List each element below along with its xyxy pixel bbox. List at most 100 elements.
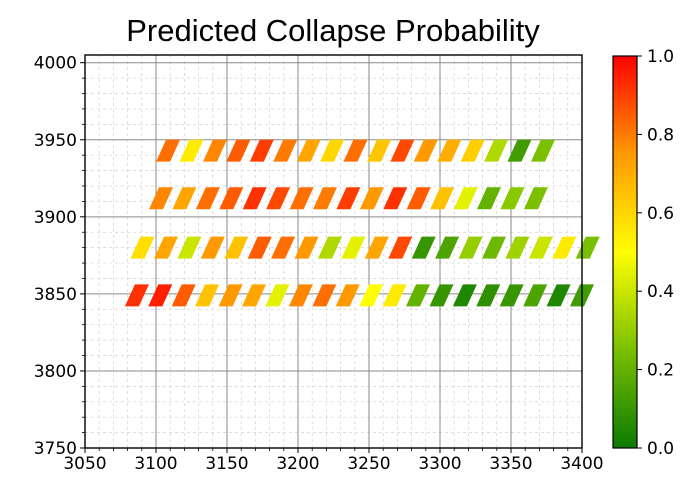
element-marker	[177, 236, 202, 259]
element-marker	[435, 236, 460, 259]
element-marker	[411, 236, 436, 259]
element-marker	[226, 139, 251, 162]
element-marker	[367, 139, 391, 162]
x-tick-labels: 3050 3100 3150 3200 3250 3300 3350 3400	[63, 454, 603, 474]
element-marker	[429, 284, 454, 307]
element-marker	[452, 284, 477, 307]
y-tick-labels: 3750 3800 3850 3900 3950 4000	[34, 54, 77, 459]
colorbar-tick-label: 0.2	[647, 361, 674, 381]
colorbar-tick-label: 0.0	[647, 439, 674, 459]
element-marker	[430, 187, 455, 210]
element-marker	[505, 236, 530, 259]
element-marker	[406, 187, 431, 210]
element-marker	[271, 236, 296, 259]
element-marker	[224, 236, 249, 259]
element-marker	[266, 187, 291, 210]
element-marker	[359, 187, 384, 210]
element-marker	[242, 187, 267, 210]
element-marker	[500, 187, 525, 210]
x-tick-label: 3150	[205, 454, 248, 474]
element-marker	[318, 236, 342, 259]
chart-title: Predicted Collapse Probability	[126, 13, 540, 48]
element-marker	[296, 139, 321, 162]
x-tick-label: 3350	[489, 454, 532, 474]
element-marker	[437, 139, 462, 162]
element-marker	[195, 284, 220, 307]
colorbar-tick-labels: 0.0 0.2 0.4 0.6 0.8 1.0	[637, 47, 674, 459]
element-marker	[172, 187, 197, 210]
element-marker	[482, 236, 506, 259]
element-marker	[336, 187, 361, 210]
element-marker	[343, 139, 368, 162]
element-marker	[289, 187, 314, 210]
element-marker	[388, 236, 413, 259]
y-tick-label: 3800	[34, 362, 77, 382]
element-marker	[203, 139, 227, 162]
colorbar	[612, 55, 638, 449]
element-marker	[546, 284, 571, 307]
element-marker	[130, 236, 155, 259]
colorbar-tick-label: 1.0	[647, 47, 674, 67]
element-marker	[390, 139, 415, 162]
element-marker	[531, 139, 555, 162]
element-marker	[523, 284, 548, 307]
element-marker	[460, 139, 485, 162]
element-marker	[179, 139, 204, 162]
axis-ticks	[80, 62, 583, 453]
element-marker	[476, 284, 501, 307]
element-marker	[382, 284, 407, 307]
x-tick-label: 3400	[560, 454, 603, 474]
element-marker	[320, 139, 345, 162]
element-marker	[242, 284, 266, 307]
plot-frame	[84, 54, 583, 449]
x-tick-label: 3050	[63, 454, 106, 474]
colorbar-tick-label: 0.4	[647, 282, 674, 302]
element-marker	[453, 187, 478, 210]
x-tick-label: 3100	[134, 454, 177, 474]
element-marker	[458, 236, 483, 259]
element-marker	[484, 139, 509, 162]
element-marker	[154, 236, 178, 259]
y-tick-label: 4000	[34, 54, 77, 74]
element-marker	[247, 236, 272, 259]
colorbar-tick-label: 0.8	[647, 125, 674, 145]
element-marker	[148, 284, 173, 307]
element-marker	[312, 284, 337, 307]
x-tick-label: 3300	[418, 454, 461, 474]
element-marker	[359, 284, 384, 307]
element-marker	[200, 236, 225, 259]
element-marker	[124, 284, 149, 307]
element-marker	[477, 187, 501, 210]
element-marker	[413, 139, 438, 162]
data-marks	[124, 139, 600, 307]
element-marker	[383, 187, 408, 210]
element-marker	[313, 187, 337, 210]
y-tick-label: 3900	[34, 208, 77, 228]
element-marker	[406, 284, 430, 307]
element-marker	[499, 284, 524, 307]
element-marker	[149, 187, 173, 210]
element-marker	[195, 187, 220, 210]
colorbar-tick-label: 0.6	[647, 204, 674, 224]
y-tick-label: 3850	[34, 285, 77, 305]
y-tick-label: 3750	[34, 439, 77, 459]
element-marker	[288, 284, 313, 307]
element-marker	[364, 236, 389, 259]
element-marker	[507, 139, 532, 162]
x-tick-label: 3250	[347, 454, 390, 474]
element-marker	[528, 236, 553, 259]
y-tick-label: 3950	[34, 131, 77, 151]
element-marker	[294, 236, 319, 259]
element-marker	[273, 139, 298, 162]
element-marker	[265, 284, 290, 307]
element-marker	[156, 139, 181, 162]
element-marker	[219, 187, 244, 210]
element-marker	[523, 187, 548, 210]
element-marker	[552, 236, 577, 259]
element-marker	[218, 284, 243, 307]
element-marker	[335, 284, 360, 307]
x-tick-label: 3200	[276, 454, 319, 474]
element-marker	[249, 139, 274, 162]
element-marker	[341, 236, 366, 259]
